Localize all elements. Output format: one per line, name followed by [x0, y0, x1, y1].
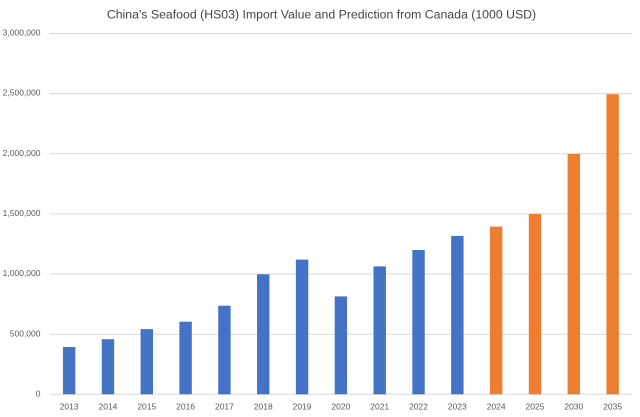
svg-text:2,500,000: 2,500,000 — [3, 88, 41, 98]
svg-text:2023: 2023 — [448, 402, 467, 412]
svg-text:2025: 2025 — [526, 402, 545, 412]
svg-text:500,000: 500,000 — [10, 328, 41, 338]
svg-text:2018: 2018 — [254, 402, 273, 412]
svg-text:1,500,000: 1,500,000 — [3, 208, 41, 218]
svg-text:2017: 2017 — [215, 402, 234, 412]
svg-text:2014: 2014 — [99, 402, 118, 412]
svg-text:0: 0 — [36, 388, 41, 398]
svg-text:2019: 2019 — [293, 402, 312, 412]
svg-text:2013: 2013 — [60, 402, 79, 412]
svg-text:2016: 2016 — [176, 402, 195, 412]
svg-text:2035: 2035 — [603, 402, 622, 412]
svg-text:2015: 2015 — [137, 402, 156, 412]
svg-text:1,000,000: 1,000,000 — [3, 268, 41, 278]
svg-text:3,000,000: 3,000,000 — [3, 28, 41, 38]
svg-text:2,000,000: 2,000,000 — [3, 148, 41, 158]
svg-text:2022: 2022 — [409, 402, 428, 412]
svg-text:2021: 2021 — [370, 402, 389, 412]
svg-text:2024: 2024 — [487, 402, 506, 412]
svg-text:2020: 2020 — [331, 402, 350, 412]
svg-text:China's Seafood (HS03) Import: China's Seafood (HS03) Import Value and … — [107, 7, 536, 21]
svg-text:2030: 2030 — [564, 402, 583, 412]
